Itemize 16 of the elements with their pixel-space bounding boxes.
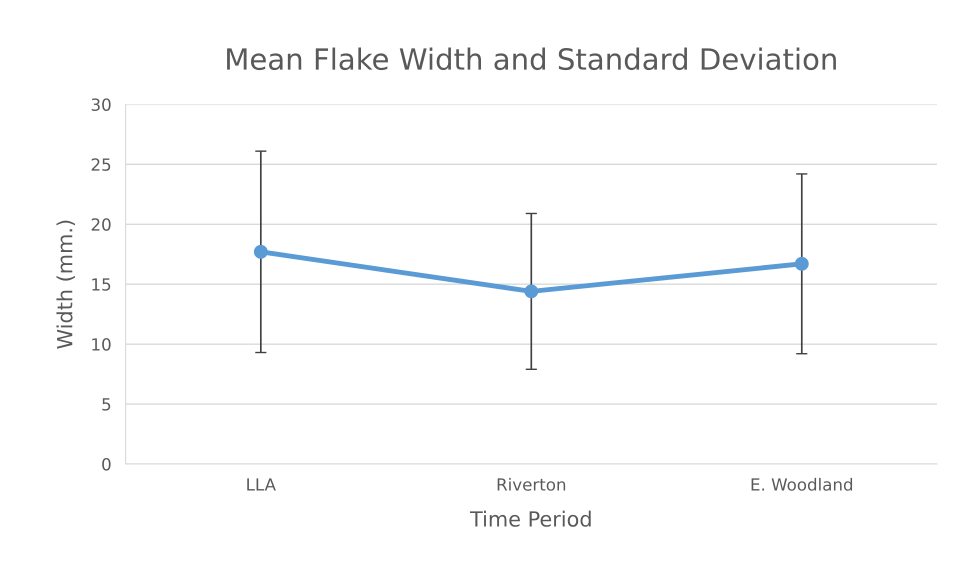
y-tick-label: 20 (92, 218, 111, 231)
y-tick-label: 25 (92, 158, 110, 171)
point (524, 284, 538, 298)
y-axis-title: Width (mm.) (56, 220, 76, 349)
x-tick-label: E. Woodland (752, 478, 852, 491)
y-tick-label: 15 (92, 278, 110, 291)
chart-title: Mean Flake Width and Standard Deviation (227, 48, 836, 70)
y-tick-label: 5 (102, 398, 110, 411)
point (794, 256, 809, 271)
y-tick-label: 0 (102, 458, 111, 471)
x-tick-label: Riverton (498, 478, 566, 491)
x-axis-title: Time Period (470, 510, 591, 527)
point (254, 244, 268, 259)
x-tick-label: LLA (247, 478, 276, 491)
y-tick-label: 10 (92, 338, 111, 351)
y-tick-label: 30 (92, 98, 111, 111)
